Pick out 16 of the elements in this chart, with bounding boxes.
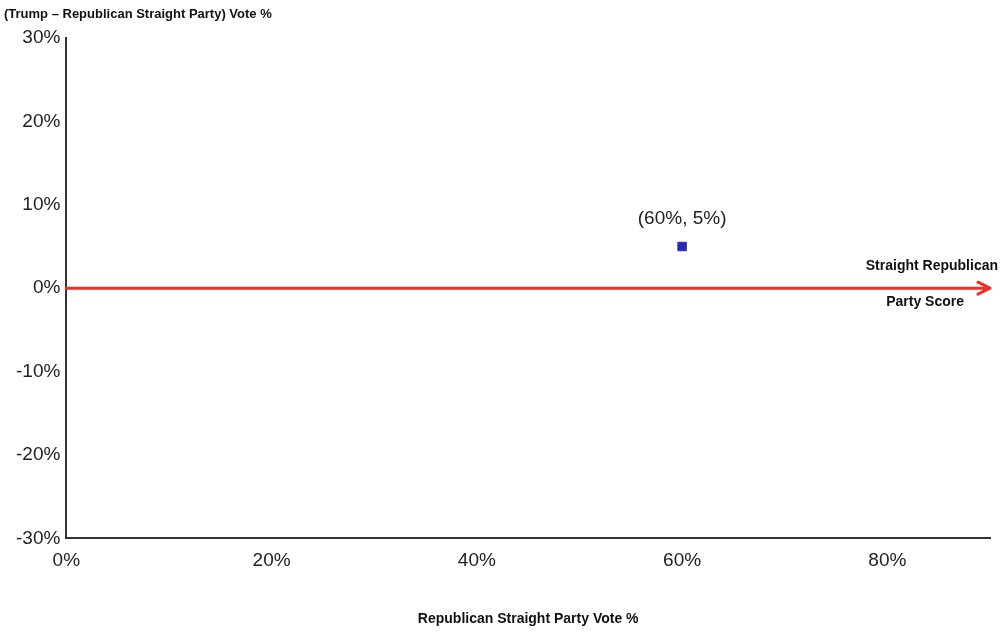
y-tick-label: 20% (22, 109, 61, 131)
x-tick-label: 60% (663, 549, 702, 571)
y-axis-title: (Trump – Republican Straight Party) Vote % (4, 5, 273, 21)
y-tick-label: -30% (16, 526, 61, 548)
x-axis-title: Republican Straight Party Vote % (417, 610, 640, 627)
y-tick-label: 0% (32, 276, 61, 298)
y-tick-label: 30% (22, 26, 61, 48)
x-tick-label: 80% (868, 549, 907, 571)
y-tick-label: 10% (22, 193, 61, 215)
x-tick-label: 40% (457, 549, 496, 571)
annotation: (60%, 5%) (637, 207, 727, 229)
y-tick-label: -20% (16, 443, 61, 465)
text: Straight Republican Party Score (865, 257, 998, 310)
x-tick-label: 0% (52, 549, 81, 571)
y-tick-label: -10% (16, 359, 61, 381)
x-tick-label: 20% (252, 549, 291, 571)
